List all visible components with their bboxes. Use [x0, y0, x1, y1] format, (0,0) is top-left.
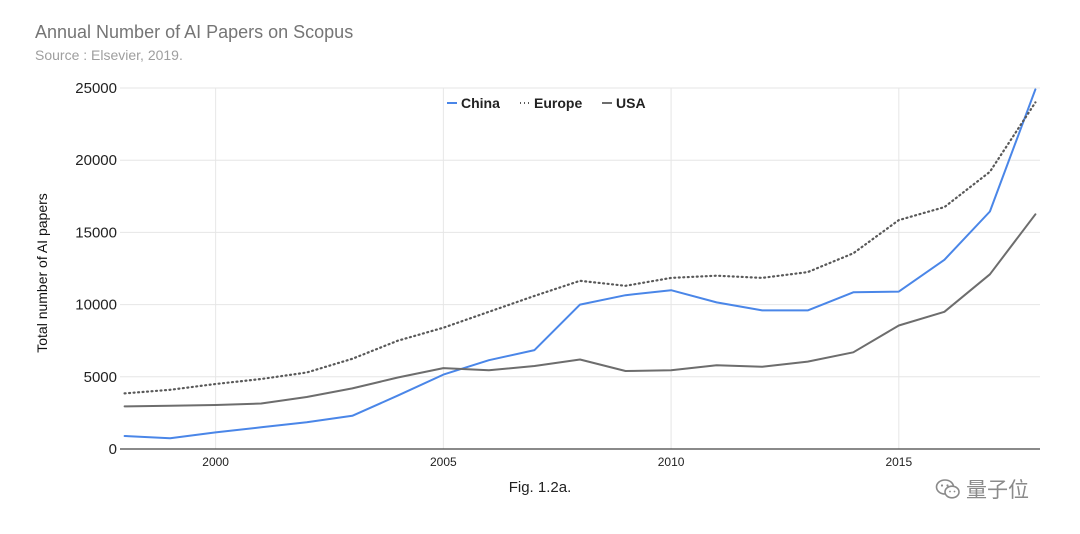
- watermark-text: 量子位: [966, 479, 1029, 502]
- legend-label-usa: USA: [616, 95, 646, 111]
- y-tick-label: 5000: [84, 369, 117, 386]
- legend-label-europe: Europe: [534, 95, 582, 111]
- figure-caption: Fig. 1.2a.: [508, 479, 572, 496]
- chart-title: Annual Number of AI Papers on Scopus: [35, 22, 354, 42]
- legend-label-china: China: [461, 95, 500, 111]
- series-line-usa: [123, 213, 1037, 408]
- y-tick-label: 25000: [75, 80, 117, 97]
- x-tick-label: 2000: [202, 455, 229, 469]
- legend: China Europe USA: [447, 95, 646, 111]
- chart-subtitle: Source : Elsevier, 2019.: [35, 47, 183, 63]
- watermark: 量子位: [935, 474, 1029, 504]
- y-axis-ticks: 0 5000 10000 15000 20000 25000: [75, 80, 117, 458]
- y-axis-label: Total number of AI papers: [34, 193, 50, 353]
- series-line-europe: [123, 101, 1037, 395]
- series-lines: [123, 88, 1037, 440]
- y-tick-label: 20000: [75, 152, 117, 169]
- x-tick-label: 2010: [658, 455, 685, 469]
- x-tick-label: 2015: [885, 455, 912, 469]
- y-tick-label: 10000: [75, 297, 117, 314]
- x-axis-ticks: 2000 2005 2010 2015: [202, 455, 912, 469]
- series-line-china: [123, 88, 1037, 440]
- y-tick-label: 0: [109, 441, 117, 458]
- wechat-icon: [935, 479, 960, 499]
- x-tick-label: 2005: [430, 455, 457, 469]
- y-tick-label: 15000: [75, 224, 117, 241]
- grid-lines: [120, 87, 1040, 449]
